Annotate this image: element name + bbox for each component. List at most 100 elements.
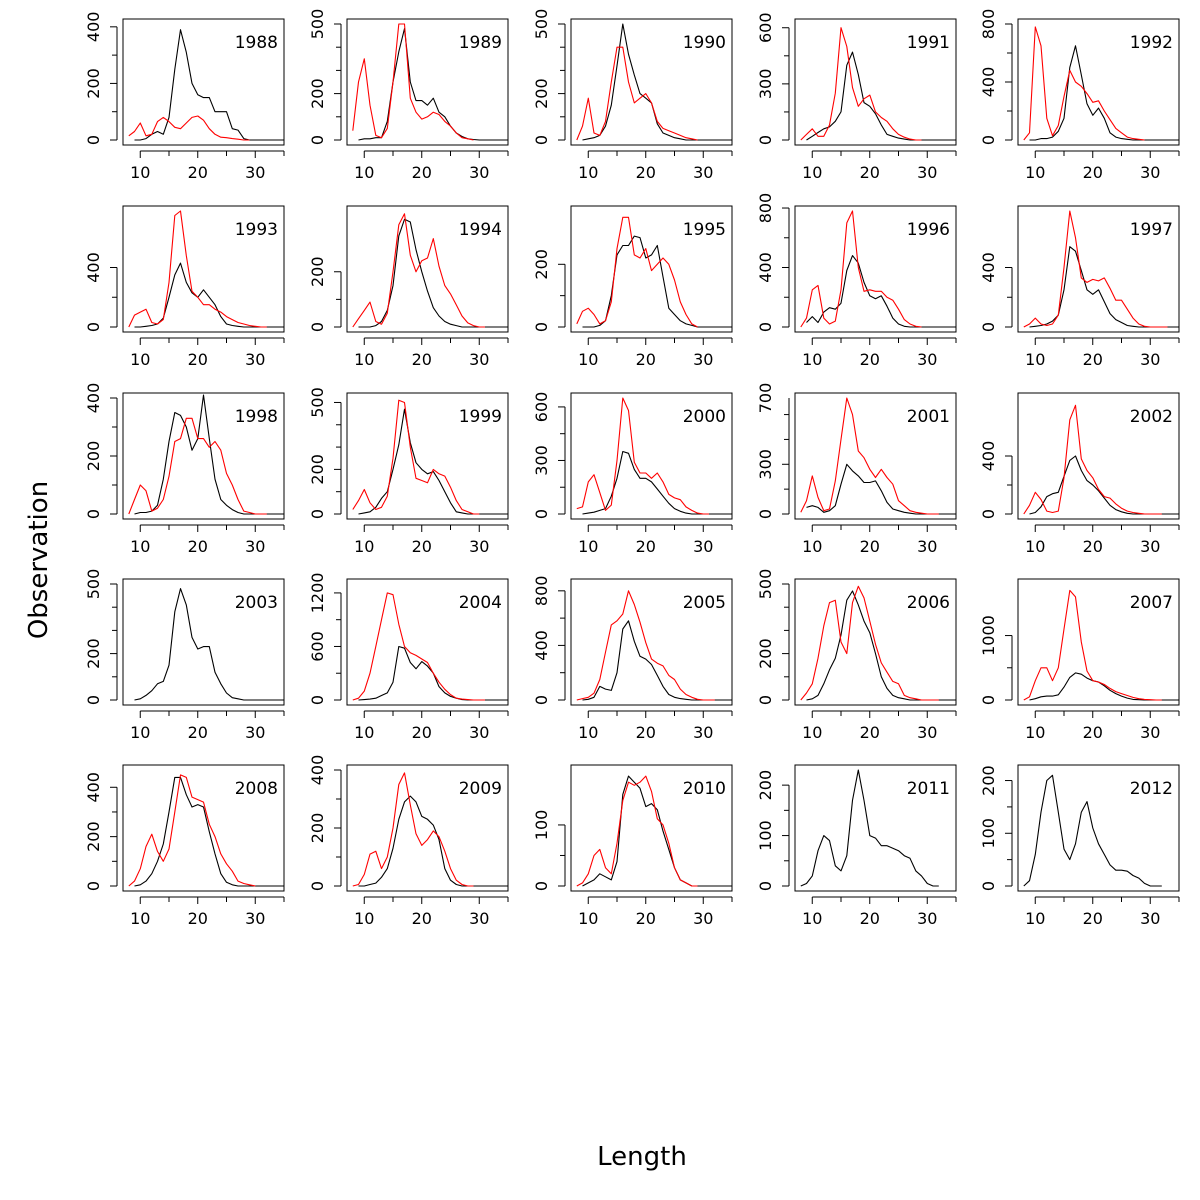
panel-year-label: 2001 (907, 407, 950, 427)
x-tick-label: 30 (469, 163, 489, 182)
panel-frame (570, 392, 733, 520)
x-tick-label: 30 (693, 350, 713, 369)
x-tick-label: 30 (469, 537, 489, 556)
panel-year-label: 1999 (459, 407, 502, 427)
panel-frame (1017, 205, 1180, 333)
y-tick-label: 0 (979, 695, 998, 705)
x-tick-label: 20 (1083, 537, 1103, 556)
panel-1996: 10 20 30 0 400 800 1996 (756, 193, 957, 369)
series-line-2 (128, 115, 250, 141)
x-tick-label: 20 (188, 723, 208, 742)
panel-1988: 10 20 30 0 200 400 1988 (84, 12, 285, 182)
y-tick-label: 400 (84, 383, 103, 414)
y-tick-label: 200 (84, 638, 103, 669)
y-tick-label: 800 (979, 9, 998, 40)
series-line-2 (128, 417, 267, 515)
x-tick-label: 30 (693, 537, 713, 556)
y-tick-label: 400 (308, 755, 327, 786)
y-tick-label: 0 (979, 509, 998, 519)
y-tick-label: 0 (308, 135, 327, 145)
y-tick-label: 0 (979, 135, 998, 145)
series-line-2 (352, 23, 474, 141)
panel-frame (1017, 764, 1180, 892)
y-tick-label: 0 (308, 509, 327, 519)
panel-year-label: 1998 (235, 407, 278, 427)
series-line-1 (1029, 45, 1179, 141)
y-tick-label: 800 (756, 193, 775, 224)
panel-year-label: 2000 (683, 407, 726, 427)
panel-1998: 10 20 30 0 200 400 1998 (84, 383, 285, 556)
x-tick-label: 10 (1025, 909, 1045, 928)
series-line-1 (1023, 774, 1162, 887)
panel-year-label: 1991 (907, 33, 950, 53)
x-tick-label: 30 (693, 909, 713, 928)
panel-2010: 10 20 30 0 100 2010 (532, 764, 733, 928)
panel-year-label: 2003 (235, 593, 278, 613)
y-tick-label: 100 (532, 810, 551, 841)
y-tick-label: 0 (532, 509, 551, 519)
x-tick-label: 20 (188, 537, 208, 556)
x-tick-label: 30 (917, 723, 937, 742)
y-tick-label: 300 (532, 445, 551, 476)
x-tick-label: 10 (130, 723, 150, 742)
series-line-2 (576, 775, 698, 887)
panel-2009: 10 20 30 0 200 400 2009 (308, 755, 509, 928)
y-tick-label: 300 (756, 449, 775, 480)
panel-2012: 10 20 30 0 100 200 2012 (979, 764, 1180, 928)
y-tick-label: 0 (84, 881, 103, 891)
x-tick-label: 10 (578, 723, 598, 742)
y-tick-label: 400 (979, 252, 998, 283)
panel-year-label: 2006 (907, 593, 950, 613)
y-tick-label: 200 (979, 765, 998, 796)
panel-frame (346, 18, 509, 146)
y-tick-label: 0 (84, 509, 103, 519)
y-tick-label: 0 (532, 135, 551, 145)
series-line-2 (352, 772, 474, 887)
panel-1993: 10 20 30 0 400 1993 (84, 205, 285, 369)
x-tick-label: 30 (245, 537, 265, 556)
x-tick-label: 30 (469, 723, 489, 742)
x-tick-label: 10 (578, 350, 598, 369)
y-tick-label: 400 (84, 252, 103, 283)
series-line-2 (1023, 26, 1145, 141)
x-tick-label: 30 (1140, 723, 1160, 742)
y-tick-label: 200 (308, 454, 327, 485)
x-tick-label: 30 (693, 723, 713, 742)
y-tick-label: 400 (756, 252, 775, 283)
y-tick-label: 400 (84, 772, 103, 803)
x-tick-label: 10 (578, 163, 598, 182)
series-line-1 (582, 235, 732, 328)
series-line-2 (800, 585, 939, 701)
panel-1992: 10 20 30 0 400 800 1992 (979, 9, 1180, 182)
y-tick-label: 0 (532, 695, 551, 705)
y-tick-label: 400 (979, 67, 998, 98)
panel-frame (122, 578, 285, 706)
x-tick-label: 10 (354, 537, 374, 556)
series-line-2 (576, 46, 698, 141)
x-tick-label: 30 (1140, 537, 1160, 556)
y-tick-label: 0 (756, 509, 775, 519)
series-line-1 (358, 28, 508, 141)
x-tick-label: 30 (469, 909, 489, 928)
panel-year-label: 2010 (683, 779, 726, 799)
series-line-2 (800, 397, 939, 515)
x-tick-label: 30 (693, 163, 713, 182)
y-tick-label: 200 (532, 249, 551, 280)
x-tick-label: 10 (130, 163, 150, 182)
panel-year-label: 1989 (459, 33, 502, 53)
panel-frame (570, 764, 733, 892)
x-tick-label: 20 (1083, 350, 1103, 369)
x-tick-label: 20 (636, 350, 656, 369)
x-tick-label: 20 (860, 537, 880, 556)
y-tick-label: 200 (756, 638, 775, 669)
panel-frame (346, 392, 509, 520)
y-tick-label: 300 (756, 69, 775, 100)
y-tick-label: 500 (84, 569, 103, 600)
y-tick-label: 0 (308, 881, 327, 891)
y-tick-label: 700 (756, 383, 775, 414)
x-tick-label: 10 (578, 537, 598, 556)
series-line-2 (128, 774, 256, 887)
